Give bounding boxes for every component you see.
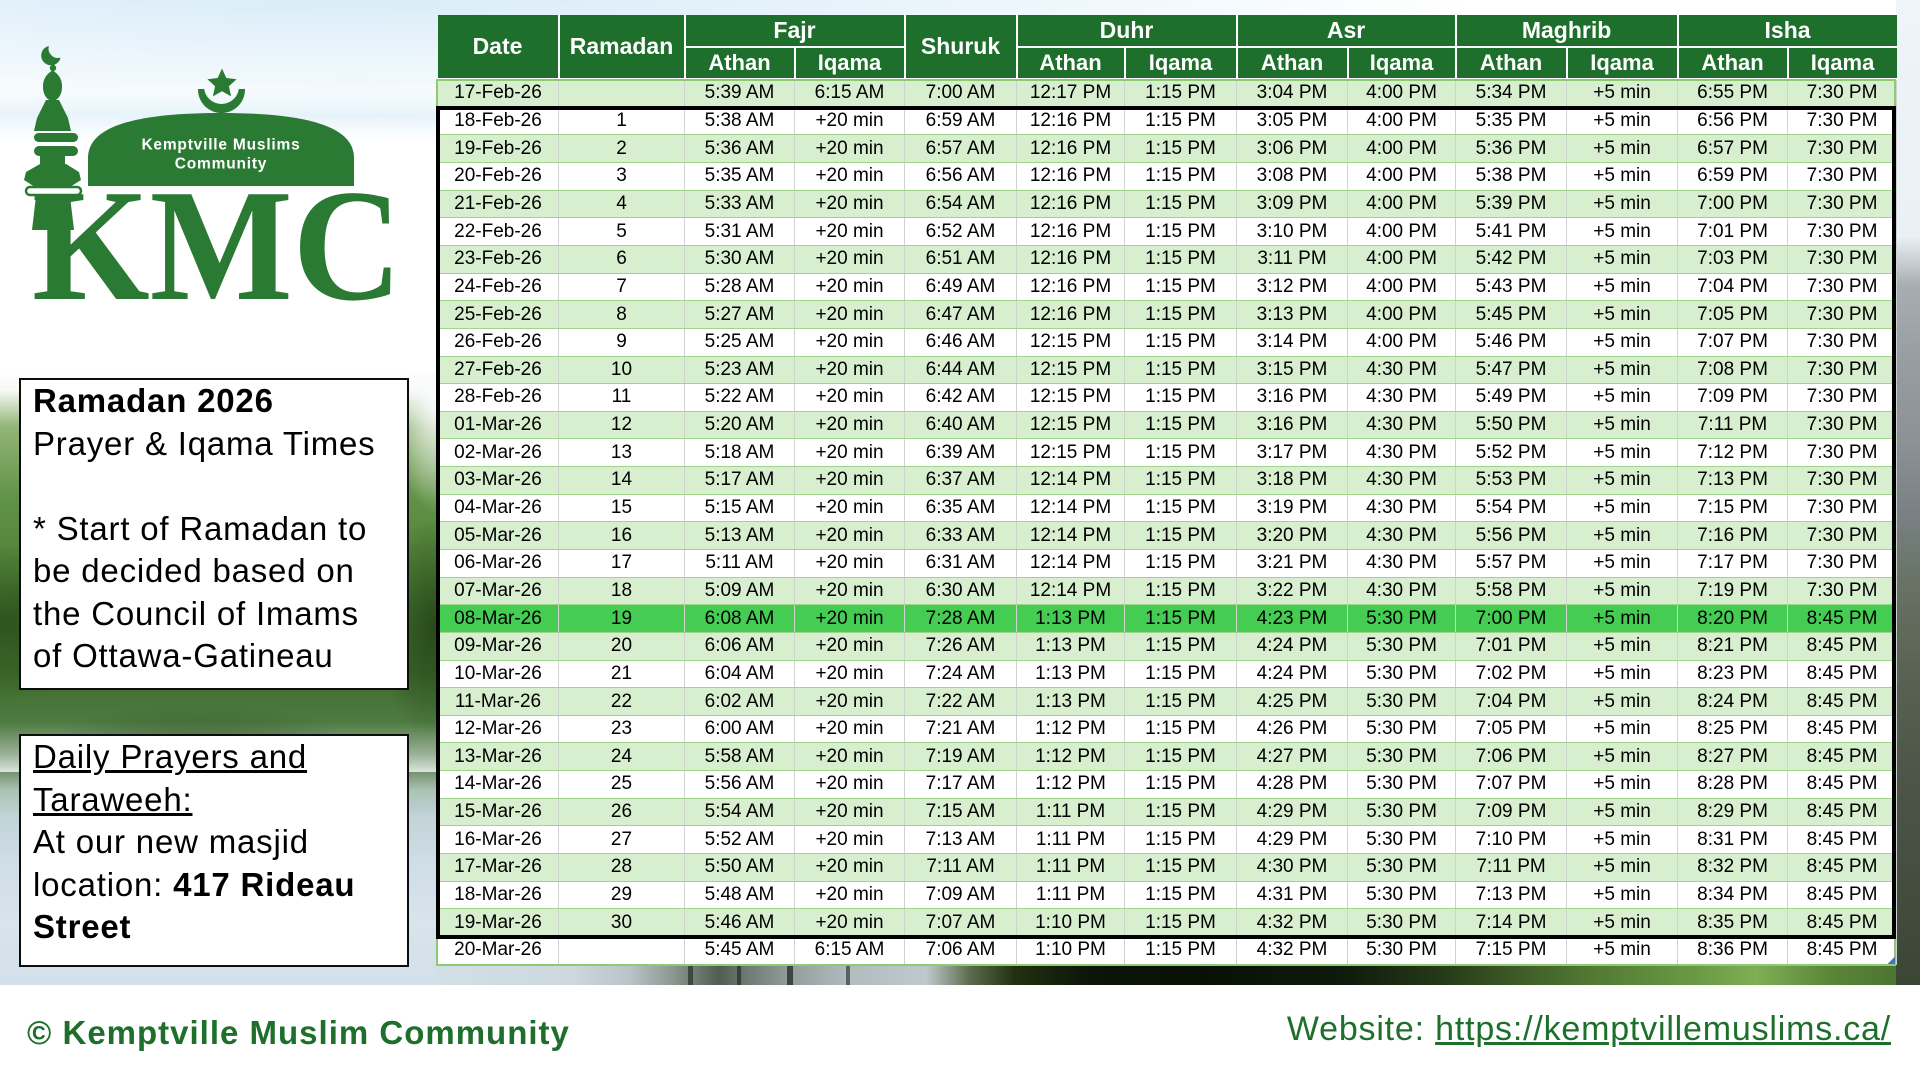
svg-text:Community: Community	[175, 156, 267, 173]
svg-text:KMC: KMC	[32, 156, 402, 320]
svg-text:Kemptville Muslims: Kemptville Muslims	[141, 137, 300, 154]
